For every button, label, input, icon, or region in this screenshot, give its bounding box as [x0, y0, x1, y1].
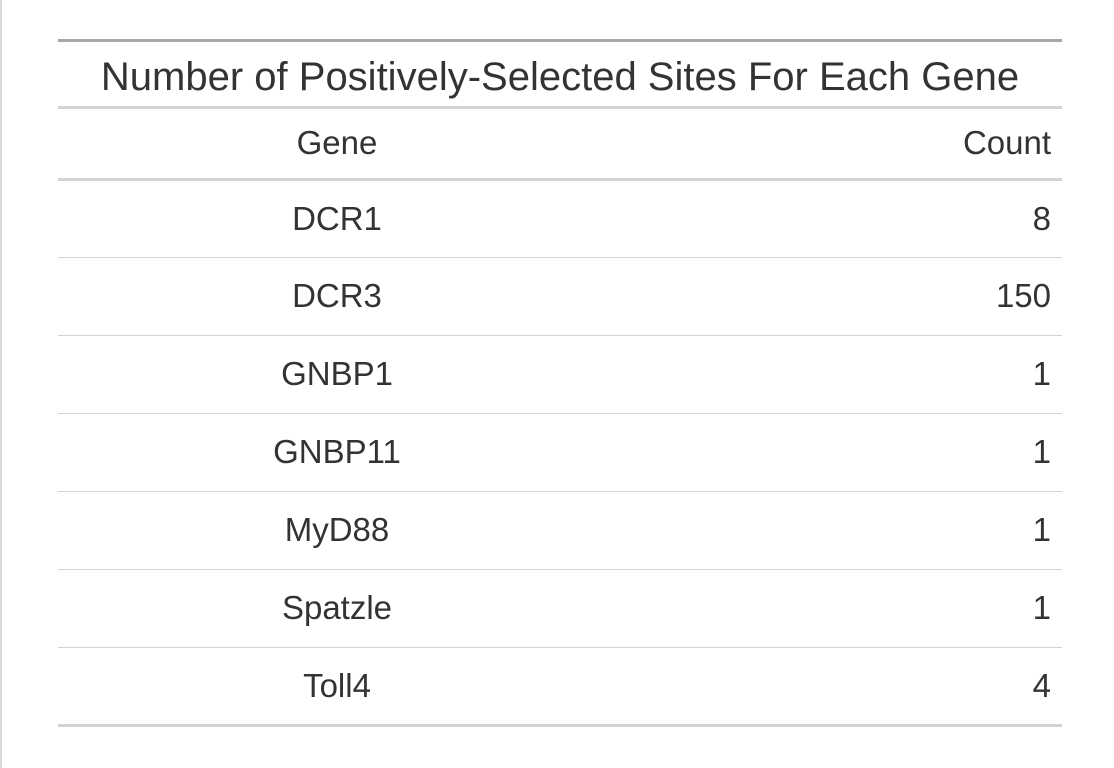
gene-cell: Toll4: [58, 647, 616, 727]
gene-cell: DCR1: [58, 179, 616, 258]
table-title: Number of Positively-Selected Sites For …: [58, 39, 1062, 109]
gene-count-table: Number of Positively-Selected Sites For …: [58, 39, 1062, 727]
header-row: Gene Count: [58, 109, 1062, 181]
count-cell: 1: [616, 335, 1062, 414]
count-cell: 8: [616, 179, 1062, 258]
left-edge-divider: [0, 0, 2, 768]
column-header-count: Count: [616, 109, 1062, 181]
table-row: MyD88 1: [58, 491, 1062, 570]
table-row: Spatzle 1: [58, 569, 1062, 648]
count-cell: 4: [616, 647, 1062, 727]
table-row: Toll4 4: [58, 647, 1062, 727]
gene-cell: Spatzle: [58, 569, 616, 648]
table-row: DCR3 150: [58, 257, 1062, 336]
gene-cell: DCR3: [58, 257, 616, 336]
gene-cell: MyD88: [58, 491, 616, 570]
count-cell: 1: [616, 413, 1062, 492]
table-row: GNBP1 1: [58, 335, 1062, 414]
table-row: DCR1 8: [58, 179, 1062, 258]
gene-cell: GNBP1: [58, 335, 616, 414]
table-header: Gene Count: [58, 109, 1062, 181]
gene-cell: GNBP11: [58, 413, 616, 492]
table-body: DCR1 8 DCR3 150 GNBP1 1 GNBP11 1 MyD88 1…: [58, 179, 1062, 727]
count-cell: 150: [616, 257, 1062, 336]
count-cell: 1: [616, 491, 1062, 570]
count-cell: 1: [616, 569, 1062, 648]
table-row: GNBP11 1: [58, 413, 1062, 492]
column-header-gene: Gene: [58, 109, 616, 181]
table-container: Number of Positively-Selected Sites For …: [58, 39, 1062, 727]
